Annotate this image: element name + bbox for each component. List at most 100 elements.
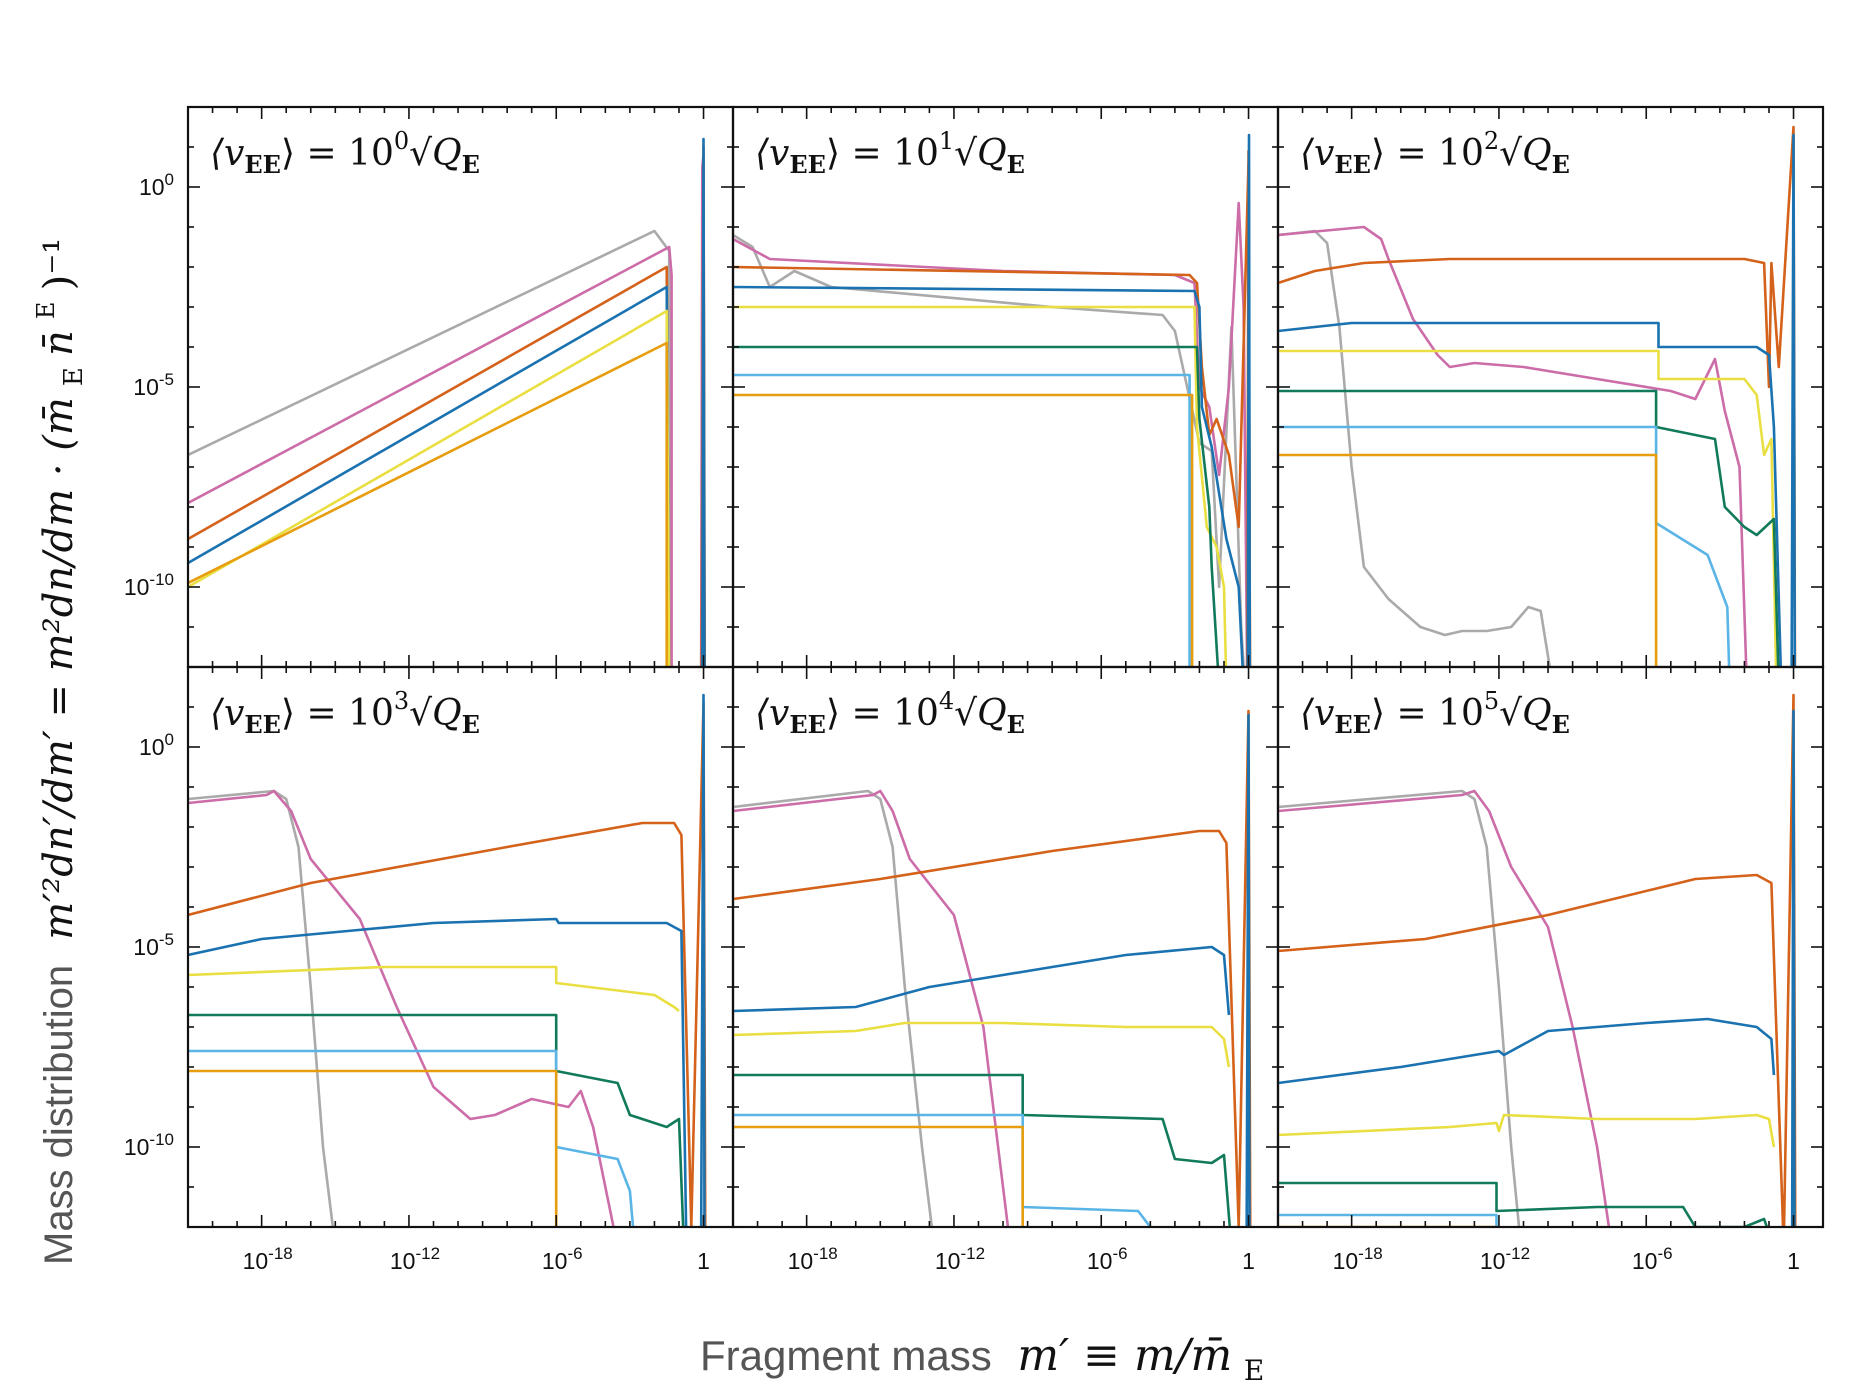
- x-tick-label: 10-18: [243, 1244, 293, 1274]
- y-label-sub: E: [59, 367, 89, 386]
- series-line-green: [733, 1073, 1232, 1227]
- series-line-sky: [733, 373, 1191, 667]
- panel-5: 10-18 10-12 10-6 1 ⟨vEE⟩ = 104√QE: [731, 665, 1280, 1274]
- series-group: [188, 693, 707, 1227]
- panel-title: ⟨vEE⟩ = 102√QE: [1300, 127, 1570, 179]
- series-line-amber: [733, 1125, 1024, 1227]
- series-line-orange: [733, 161, 1252, 667]
- panel-4: 100 10-5 10-10 10-18 10-12 10-6 1 ⟨vEE⟩ = 103√Q…: [124, 665, 735, 1274]
- panel-2: ⟨vEE⟩ = 101√QE: [731, 105, 1280, 669]
- tick-marks: [1278, 106, 1823, 668]
- x-tick-label: 10-6: [1632, 1244, 1673, 1274]
- y-label-sup: E: [32, 302, 60, 320]
- series-line-gray: [1278, 789, 1521, 1227]
- plot-frame: [186, 105, 735, 669]
- series-line-blue: [188, 917, 688, 1227]
- x-label-prefix: Fragment mass: [700, 1332, 992, 1379]
- series-line-blue: [1278, 1017, 1776, 1085]
- x-tick-label: 1: [1242, 1248, 1255, 1274]
- panels-grid: 100 10-5 10-10 ⟨vEE⟩ = 100√QE ⟨vEE⟩ = 101√QE…: [124, 105, 1825, 1274]
- panel-title: ⟨vEE⟩ = 103√QE: [210, 687, 480, 739]
- series-group: [733, 709, 1252, 1227]
- series-line-amber: [188, 341, 668, 667]
- plot-frame: [186, 665, 735, 1229]
- series-line-orange: [733, 709, 1252, 1227]
- series-line-blue: [188, 285, 671, 667]
- series-line-blue: [701, 137, 706, 667]
- series-line-blue: [1790, 709, 1796, 1227]
- series-line-blue: [1246, 133, 1252, 667]
- plot-frame: [1276, 665, 1825, 1229]
- panel-title: ⟨vEE⟩ = 105√QE: [1300, 687, 1570, 739]
- series-line-yellow: [188, 965, 680, 1013]
- series-line-pink: [188, 789, 615, 1227]
- y-label-prefix: Mass distribution: [37, 965, 81, 1265]
- series-line-blue: [699, 693, 706, 1227]
- tick-marks: [733, 666, 1278, 1228]
- series-line-blue: [733, 945, 1231, 1016]
- y-axis-label: Mass distribution m′²dn′/dm′ = m²dn/dm ·…: [19, 238, 91, 1265]
- series-line-orange: [188, 265, 671, 667]
- series-line-blue: [1278, 321, 1783, 667]
- y-tick-label: 100: [139, 730, 174, 760]
- series-line-pink: [1278, 225, 1748, 667]
- series-line-yellow: [1278, 349, 1778, 667]
- series-line-sky: [733, 1113, 1152, 1227]
- series-line-orange: [1278, 125, 1797, 667]
- x-tick-label: 10-12: [390, 1244, 440, 1274]
- panel-title: ⟨vEE⟩ = 101√QE: [755, 127, 1025, 179]
- series-line-gray: [733, 789, 934, 1227]
- panel-3: ⟨vEE⟩ = 102√QE: [1276, 105, 1825, 669]
- tick-marks: [188, 666, 733, 1228]
- series-group: [733, 133, 1252, 667]
- series-line-yellow: [733, 305, 1228, 667]
- x-tick-label: 10-6: [542, 1244, 583, 1274]
- x-label-math: m′ ≡ m/m̄: [1017, 1330, 1232, 1381]
- series-line-gray: [188, 789, 335, 1227]
- y-tick-label: 10-10: [124, 570, 174, 600]
- series-line-amber: [1278, 453, 1658, 667]
- series-line-yellow: [188, 309, 671, 667]
- x-tick-label: 1: [697, 1248, 710, 1274]
- series-line-green: [188, 1013, 685, 1227]
- series-line-yellow: [733, 1021, 1231, 1068]
- x-tick-label: 10-18: [1333, 1244, 1383, 1274]
- series-line-amber: [733, 393, 1194, 667]
- series-line-orange: [188, 701, 707, 1227]
- series-line-gray: [733, 233, 1245, 667]
- y-tick-label: 10-10: [124, 1130, 174, 1160]
- y-tick-label: 100: [139, 170, 174, 200]
- series-line-orange: [1278, 693, 1797, 1227]
- series-line-sky: [1278, 1213, 1498, 1227]
- series-line-amber: [1278, 1225, 1498, 1227]
- tick-marks: [188, 106, 733, 668]
- x-tick-label: 10-18: [788, 1244, 838, 1274]
- x-axis-label: Fragment mass m′ ≡ m/m̄ E: [700, 1330, 1264, 1387]
- y-tick-label: 10-5: [133, 930, 174, 960]
- series-line-green: [1278, 1181, 1769, 1227]
- x-tick-label: 10-12: [1480, 1244, 1530, 1274]
- series-line-yellow: [1278, 1113, 1776, 1148]
- series-line-green: [733, 345, 1220, 667]
- y-label-mid: n̄: [36, 330, 82, 356]
- series-line-amber: [188, 1069, 558, 1227]
- series-line-pink: [733, 789, 1010, 1227]
- series-line-blue: [1245, 713, 1251, 1227]
- plot-frame: [1276, 105, 1825, 669]
- svg-text:Fragment mass m′ ≡ m/m̄: Fragment mass m′ ≡ m/m̄ E: [700, 1330, 1264, 1387]
- series-line-gray: [188, 229, 671, 667]
- series-line-green: [1278, 389, 1780, 667]
- panel-6: 10-18 10-12 10-6 1 ⟨vEE⟩ = 105√QE: [1276, 665, 1825, 1274]
- y-tick-label: 10-5: [133, 370, 174, 400]
- series-line-sky: [188, 1049, 635, 1227]
- x-tick-label: 1: [1787, 1248, 1800, 1274]
- panel-title: ⟨vEE⟩ = 100√QE: [210, 127, 480, 179]
- series-group: [1278, 125, 1797, 667]
- y-label-math: m′²dn′/dm′ = m²dn/dm · (m̄: [36, 397, 82, 940]
- series-group: [188, 137, 707, 667]
- x-label-sub: E: [1244, 1354, 1264, 1387]
- series-group: [1278, 693, 1797, 1227]
- y-label-suffix: )⁻¹: [36, 238, 82, 291]
- svg-text:Mass distribution m′²dn′: Mass distribution m′²dn′/dm′ = m²dn/dm ·…: [19, 238, 91, 1265]
